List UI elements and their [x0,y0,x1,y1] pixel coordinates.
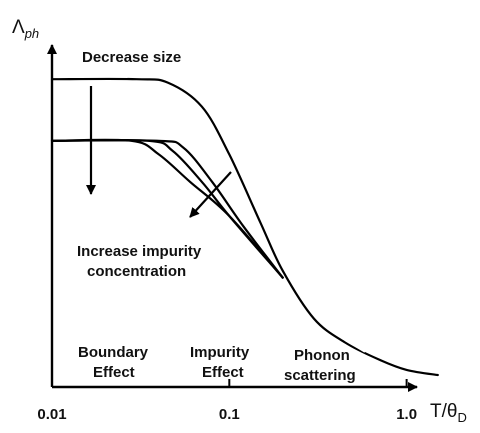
x-tick-label: 0.1 [219,406,240,423]
phonon-scattering-line1: Phonon [294,347,350,364]
y-axis-label: Λph [12,17,39,41]
x-tick-label: 0.01 [37,406,66,423]
series-line-1 [50,77,439,377]
boundary-effect-line1: Boundary [78,344,149,361]
impurity-arrow [189,171,232,218]
x-ticks: 0.01 0.1 1.0 [37,379,417,423]
impurity-label-line2: concentration [87,263,186,280]
phonon-scattering-line2: scattering [284,367,356,384]
impurity-effect-line2: Effect [202,364,244,381]
x-axis-label: T/θD [430,401,467,425]
series-line-4 [50,138,284,279]
impurity-effect-line1: Impurity [190,344,250,361]
impurity-label-line1: Increase impurity [77,243,202,260]
curve-gap [344,335,368,353]
boundary-effect-line2: Effect [93,364,135,381]
curves [50,77,439,377]
decrease-size-label: Decrease size [82,49,181,66]
x-tick-label: 1.0 [396,406,417,423]
